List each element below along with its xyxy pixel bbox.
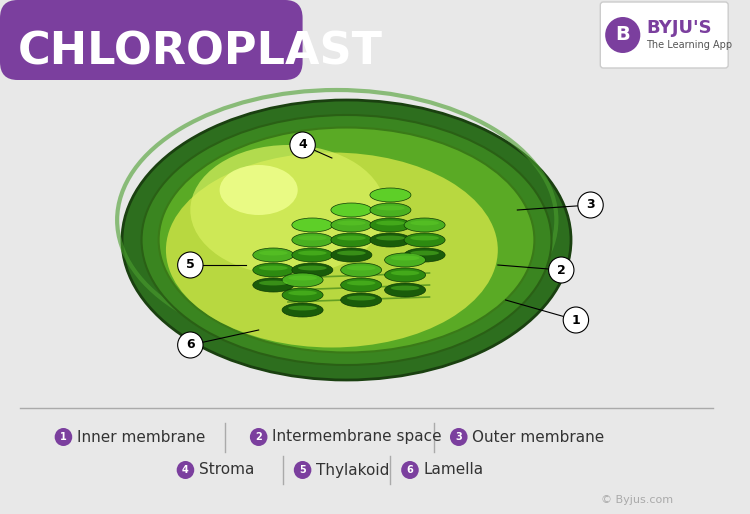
Ellipse shape bbox=[142, 115, 551, 365]
Ellipse shape bbox=[376, 221, 405, 226]
Circle shape bbox=[563, 307, 589, 333]
Ellipse shape bbox=[288, 305, 317, 310]
Text: Outer membrane: Outer membrane bbox=[472, 430, 604, 445]
Ellipse shape bbox=[410, 250, 439, 255]
Circle shape bbox=[55, 428, 72, 446]
Text: 2: 2 bbox=[557, 264, 566, 277]
Ellipse shape bbox=[298, 235, 327, 241]
Text: 6: 6 bbox=[406, 465, 413, 475]
Circle shape bbox=[290, 132, 315, 158]
Ellipse shape bbox=[410, 235, 439, 241]
Text: Thylakoid: Thylakoid bbox=[316, 463, 390, 478]
Text: 4: 4 bbox=[298, 138, 307, 152]
Ellipse shape bbox=[282, 288, 323, 302]
Ellipse shape bbox=[282, 273, 323, 287]
Ellipse shape bbox=[292, 218, 333, 232]
Text: 2: 2 bbox=[255, 432, 262, 442]
Ellipse shape bbox=[259, 281, 288, 285]
Ellipse shape bbox=[337, 250, 366, 255]
Ellipse shape bbox=[331, 233, 372, 247]
Ellipse shape bbox=[292, 233, 333, 247]
Ellipse shape bbox=[331, 248, 372, 262]
Circle shape bbox=[548, 257, 574, 283]
Ellipse shape bbox=[340, 263, 382, 277]
Ellipse shape bbox=[385, 283, 425, 297]
Ellipse shape bbox=[292, 263, 333, 277]
Circle shape bbox=[605, 17, 640, 53]
Ellipse shape bbox=[122, 100, 571, 380]
Ellipse shape bbox=[346, 296, 376, 301]
Ellipse shape bbox=[298, 221, 327, 226]
Ellipse shape bbox=[259, 266, 288, 270]
Ellipse shape bbox=[404, 248, 445, 262]
Circle shape bbox=[450, 428, 467, 446]
Ellipse shape bbox=[253, 278, 294, 292]
Circle shape bbox=[178, 252, 203, 278]
Ellipse shape bbox=[370, 203, 411, 217]
Text: The Learning App: The Learning App bbox=[646, 40, 732, 50]
Ellipse shape bbox=[331, 218, 372, 232]
Ellipse shape bbox=[370, 218, 411, 232]
FancyBboxPatch shape bbox=[600, 2, 728, 68]
Text: © Byjus.com: © Byjus.com bbox=[602, 495, 674, 505]
Ellipse shape bbox=[331, 203, 372, 217]
Ellipse shape bbox=[346, 266, 376, 270]
Ellipse shape bbox=[376, 206, 405, 210]
Ellipse shape bbox=[158, 127, 535, 353]
Ellipse shape bbox=[376, 235, 405, 241]
Ellipse shape bbox=[190, 145, 386, 275]
Ellipse shape bbox=[385, 253, 425, 267]
Text: 4: 4 bbox=[182, 465, 189, 475]
Ellipse shape bbox=[370, 233, 411, 247]
FancyBboxPatch shape bbox=[0, 0, 302, 80]
Ellipse shape bbox=[340, 293, 382, 307]
Ellipse shape bbox=[337, 235, 366, 241]
Ellipse shape bbox=[166, 153, 498, 347]
Ellipse shape bbox=[298, 250, 327, 255]
Ellipse shape bbox=[404, 218, 445, 232]
Ellipse shape bbox=[282, 303, 323, 317]
Ellipse shape bbox=[253, 263, 294, 277]
Ellipse shape bbox=[288, 290, 317, 296]
Text: B: B bbox=[616, 26, 630, 45]
Ellipse shape bbox=[253, 248, 294, 262]
Circle shape bbox=[178, 332, 203, 358]
Ellipse shape bbox=[391, 255, 419, 261]
Circle shape bbox=[401, 461, 418, 479]
Ellipse shape bbox=[376, 191, 405, 195]
Ellipse shape bbox=[391, 270, 419, 276]
Ellipse shape bbox=[385, 268, 425, 282]
Ellipse shape bbox=[220, 165, 298, 215]
Ellipse shape bbox=[259, 250, 288, 255]
Text: Stroma: Stroma bbox=[199, 463, 254, 478]
Ellipse shape bbox=[340, 278, 382, 292]
Ellipse shape bbox=[298, 266, 327, 270]
Text: Inner membrane: Inner membrane bbox=[77, 430, 206, 445]
Circle shape bbox=[177, 461, 194, 479]
Ellipse shape bbox=[370, 188, 411, 202]
Text: 6: 6 bbox=[186, 339, 195, 352]
Ellipse shape bbox=[404, 233, 445, 247]
Text: 1: 1 bbox=[572, 314, 580, 326]
Circle shape bbox=[250, 428, 268, 446]
Ellipse shape bbox=[337, 221, 366, 226]
Ellipse shape bbox=[292, 248, 333, 262]
Circle shape bbox=[578, 192, 603, 218]
Ellipse shape bbox=[346, 281, 376, 285]
Ellipse shape bbox=[337, 206, 366, 210]
Text: 5: 5 bbox=[186, 259, 195, 271]
Ellipse shape bbox=[391, 286, 419, 290]
Text: Lamella: Lamella bbox=[424, 463, 484, 478]
Circle shape bbox=[294, 461, 311, 479]
Text: CHLOROPLAST: CHLOROPLAST bbox=[17, 30, 382, 74]
Text: 3: 3 bbox=[586, 198, 595, 211]
Ellipse shape bbox=[288, 276, 317, 281]
Ellipse shape bbox=[410, 221, 439, 226]
Text: 1: 1 bbox=[60, 432, 67, 442]
Text: 3: 3 bbox=[455, 432, 462, 442]
Text: Intermembrane space: Intermembrane space bbox=[272, 430, 442, 445]
Text: 5: 5 bbox=[299, 465, 306, 475]
Text: BYJU'S: BYJU'S bbox=[646, 19, 712, 37]
